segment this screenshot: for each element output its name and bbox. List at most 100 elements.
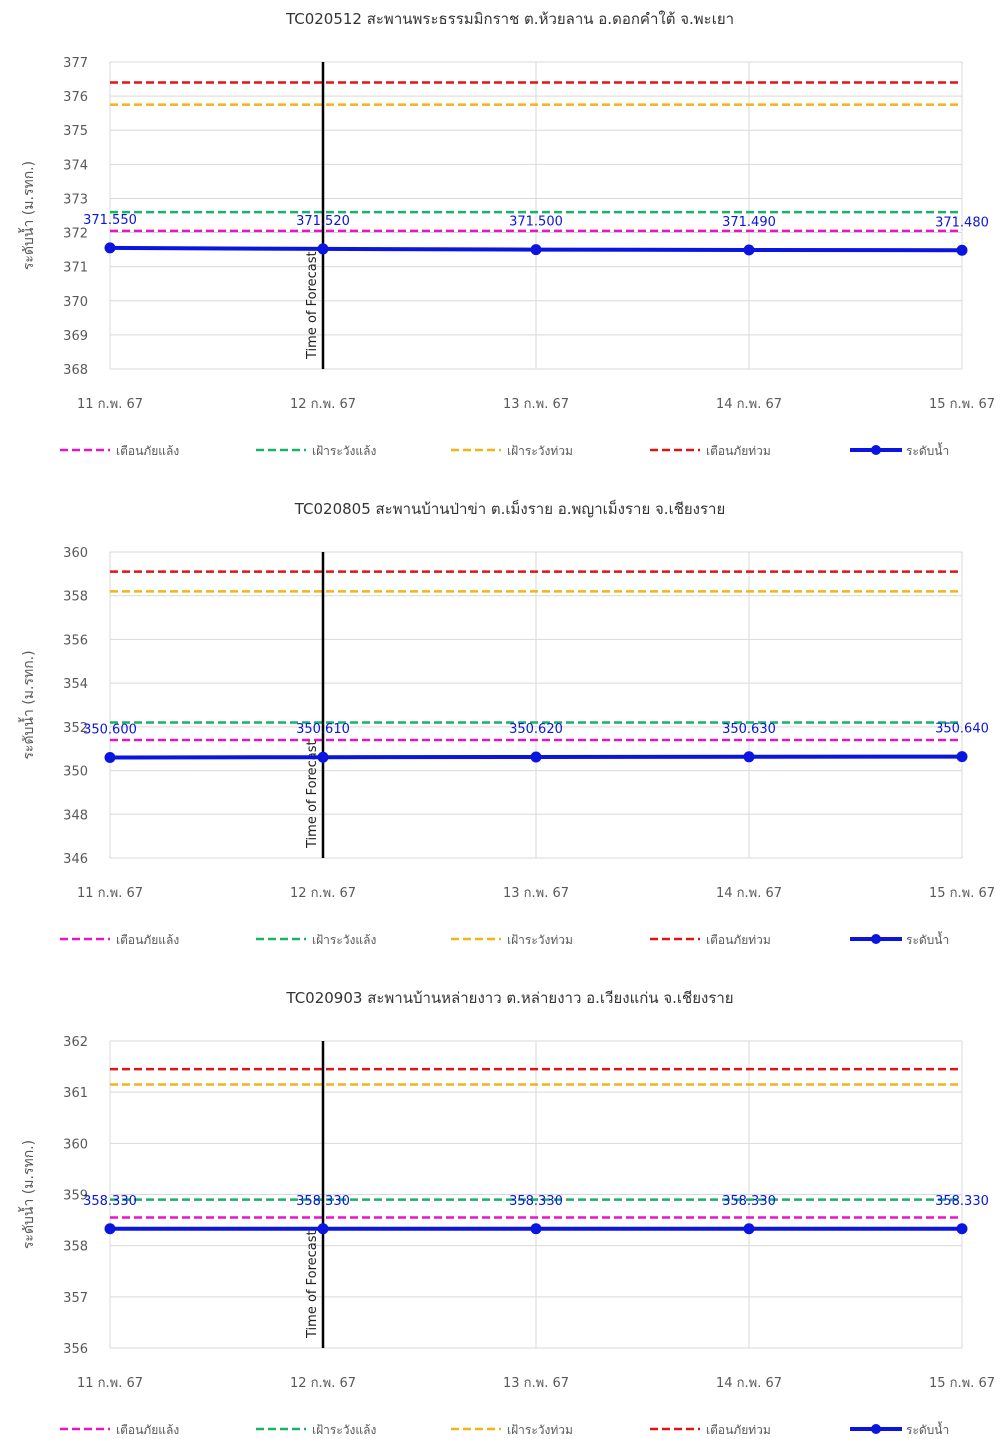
legend: เตือนภัยแล้ง เฝ้าระวังแล้ง เฝ้าระวังท่วม เต… xyxy=(60,442,949,458)
data-point xyxy=(743,751,755,763)
legend-label: เตือนภัยท่วม xyxy=(706,1423,771,1437)
data-point xyxy=(956,244,968,256)
data-label: 358.330 xyxy=(935,1194,989,1209)
y-tick-label: 360 xyxy=(63,1137,88,1152)
legend-label: เตือนภัยท่วม xyxy=(706,933,771,947)
legend-label: เตือนภัยแล้ง xyxy=(116,933,179,947)
legend-label: เฝ้าระวังแล้ง xyxy=(312,444,376,458)
legend-label: เฝ้าระวังแล้ง xyxy=(312,933,376,947)
y-tick-label: 357 xyxy=(63,1291,88,1306)
chart-title: TC020512 สะพานพระธรรมมิกราช ต.ห้วยลาน อ.… xyxy=(285,10,734,28)
data-point xyxy=(743,244,755,256)
y-tick-label: 360 xyxy=(63,546,88,561)
chart-2: TC020805 สะพานบ้านป่าข่า ต.เม็งราย อ.พญา… xyxy=(18,499,995,947)
x-tick-label: 11 ก.พ. 67 xyxy=(77,886,143,901)
data-point xyxy=(530,244,542,256)
y-axis-label: ระดับน้ำ (ม.รทก.) xyxy=(18,1140,37,1249)
y-tick-label: 376 xyxy=(63,90,88,105)
data-point xyxy=(104,1223,116,1235)
y-tick-label: 350 xyxy=(63,765,88,780)
data-label: 350.620 xyxy=(509,722,563,737)
data-label: 371.490 xyxy=(722,215,776,230)
data-label: 350.640 xyxy=(935,722,989,737)
chart-3: TC020903 สะพานบ้านหล่ายงาว ต.หล่ายงาว อ.… xyxy=(18,989,995,1437)
data-label: 358.330 xyxy=(83,1194,137,1209)
y-axis-label: ระดับน้ำ (ม.รทก.) xyxy=(18,161,37,270)
x-tick-label: 15 ก.พ. 67 xyxy=(929,397,995,412)
chart-1: TC020512 สะพานพระธรรมมิกราช ต.ห้วยลาน อ.… xyxy=(18,10,995,458)
y-tick-label: 368 xyxy=(63,363,88,378)
legend-label: เตือนภัยแล้ง xyxy=(116,1423,179,1437)
legend-label: ระดับน้ำ xyxy=(906,1421,949,1437)
y-axis-label: ระดับน้ำ (ม.รทก.) xyxy=(18,650,37,759)
y-tick-label: 375 xyxy=(63,124,88,139)
x-tick-label: 15 ก.พ. 67 xyxy=(929,1376,995,1391)
legend-label: เฝ้าระวังท่วม xyxy=(507,933,573,947)
legend-label: เตือนภัยท่วม xyxy=(706,444,771,458)
data-label: 350.610 xyxy=(296,722,350,737)
data-label: 358.330 xyxy=(509,1194,563,1209)
x-tick-label: 13 ก.พ. 67 xyxy=(503,397,569,412)
y-tick-label: 377 xyxy=(63,56,88,71)
data-label: 371.480 xyxy=(935,215,989,230)
data-label: 350.600 xyxy=(83,722,137,737)
forecast-label: Time of Forecast xyxy=(305,251,320,360)
y-tick-label: 374 xyxy=(63,158,88,173)
data-point xyxy=(956,1223,968,1235)
data-label: 358.330 xyxy=(296,1194,350,1209)
x-tick-label: 14 ก.พ. 67 xyxy=(716,886,782,901)
y-tick-label: 369 xyxy=(63,329,88,344)
y-tick-label: 370 xyxy=(63,295,88,310)
data-label: 371.520 xyxy=(296,214,350,229)
y-tick-label: 358 xyxy=(63,590,88,605)
y-tick-label: 348 xyxy=(63,808,88,823)
y-tick-label: 371 xyxy=(63,261,88,276)
data-point xyxy=(317,1223,329,1235)
x-tick-label: 14 ก.พ. 67 xyxy=(716,397,782,412)
data-point xyxy=(530,751,542,763)
data-point xyxy=(530,1223,542,1235)
x-tick-label: 13 ก.พ. 67 xyxy=(503,1376,569,1391)
legend-marker-series xyxy=(871,934,881,944)
data-point xyxy=(317,243,329,255)
data-label: 371.550 xyxy=(83,213,137,228)
y-tick-label: 356 xyxy=(63,1342,88,1357)
forecast-label: Time of Forecast xyxy=(305,740,320,849)
x-tick-label: 13 ก.พ. 67 xyxy=(503,886,569,901)
legend-label: เฝ้าระวังท่วม xyxy=(507,444,573,458)
data-point xyxy=(104,242,116,254)
data-point xyxy=(956,751,968,763)
y-tick-label: 362 xyxy=(63,1035,88,1050)
legend-label: ระดับน้ำ xyxy=(906,442,949,458)
chart-title: TC020903 สะพานบ้านหล่ายงาว ต.หล่ายงาว อ.… xyxy=(285,989,733,1007)
x-tick-label: 14 ก.พ. 67 xyxy=(716,1376,782,1391)
y-tick-label: 359 xyxy=(63,1189,88,1204)
legend-marker-series xyxy=(871,445,881,455)
data-point xyxy=(317,751,329,763)
legend: เตือนภัยแล้ง เฝ้าระวังแล้ง เฝ้าระวังท่วม เต… xyxy=(60,1421,949,1437)
chart-title: TC020805 สะพานบ้านป่าข่า ต.เม็งราย อ.พญา… xyxy=(294,499,726,518)
forecast-label: Time of Forecast xyxy=(305,1230,320,1339)
x-tick-label: 12 ก.พ. 67 xyxy=(290,397,356,412)
legend-label: ระดับน้ำ xyxy=(906,931,949,947)
legend-marker-series xyxy=(871,1424,881,1434)
legend-label: เฝ้าระวังท่วม xyxy=(507,1423,573,1437)
data-label: 358.330 xyxy=(722,1194,776,1209)
legend-label: เตือนภัยแล้ง xyxy=(116,444,179,458)
y-tick-label: 361 xyxy=(63,1086,88,1101)
data-label: 350.630 xyxy=(722,722,776,737)
y-tick-label: 354 xyxy=(63,677,88,692)
x-tick-label: 12 ก.พ. 67 xyxy=(290,1376,356,1391)
data-point xyxy=(743,1223,755,1235)
x-tick-label: 12 ก.พ. 67 xyxy=(290,886,356,901)
y-tick-label: 356 xyxy=(63,633,88,648)
data-point xyxy=(104,751,116,763)
x-tick-label: 11 ก.พ. 67 xyxy=(77,1376,143,1391)
legend-label: เฝ้าระวังแล้ง xyxy=(312,1423,376,1437)
y-tick-label: 352 xyxy=(63,721,88,736)
y-tick-label: 372 xyxy=(63,227,88,242)
y-tick-label: 373 xyxy=(63,192,88,207)
data-label: 371.500 xyxy=(509,215,563,230)
y-tick-label: 358 xyxy=(63,1240,88,1255)
